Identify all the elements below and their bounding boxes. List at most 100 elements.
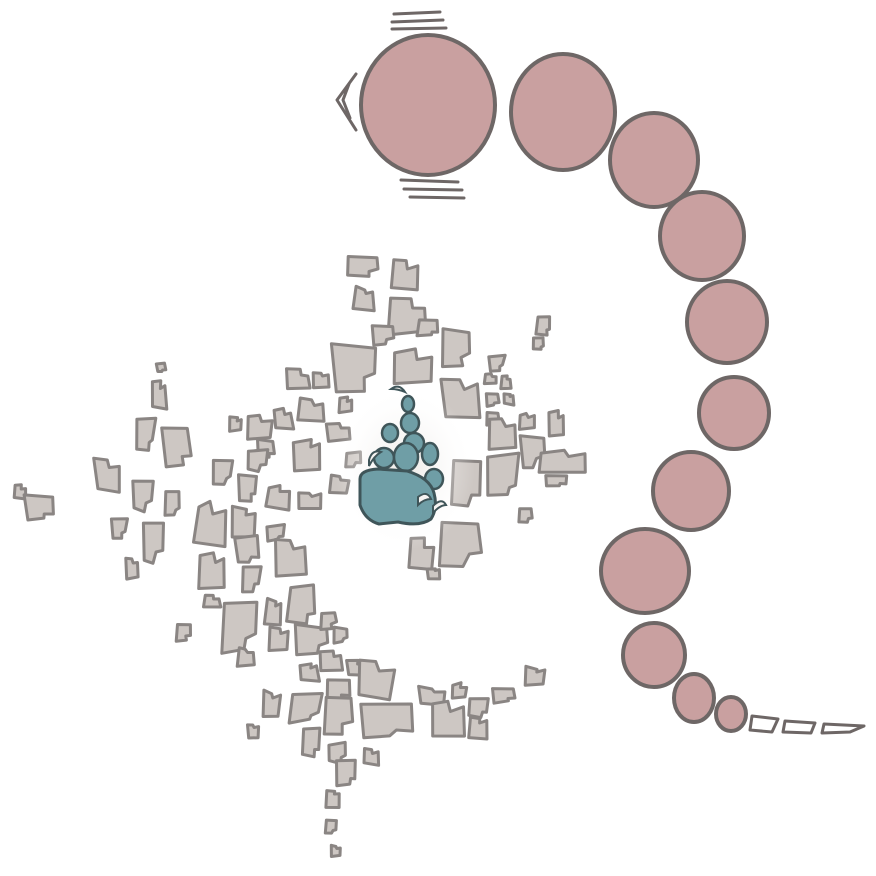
stone-tile	[362, 747, 381, 767]
stone-tile	[544, 474, 569, 488]
paw-print-icon[interactable]	[335, 385, 475, 550]
stone-tile	[319, 611, 339, 631]
stone-tile	[265, 523, 286, 543]
stone-tile	[322, 695, 355, 736]
stone-field	[12, 255, 587, 858]
stone-tile	[547, 409, 565, 438]
head-arrow-left	[335, 72, 358, 132]
worm-segment	[714, 695, 748, 733]
worm-segment	[621, 621, 687, 689]
paw-toe	[380, 422, 400, 444]
stone-tile	[523, 664, 547, 687]
stone-tile	[237, 473, 258, 503]
stone-tile	[499, 374, 513, 391]
stone-tile	[135, 416, 158, 452]
stone-tile	[274, 538, 308, 578]
stone-tile	[246, 723, 261, 740]
stone-tile	[467, 697, 490, 720]
stone-tile	[246, 413, 274, 441]
stone-tile	[437, 520, 483, 568]
stone-tile	[531, 336, 545, 351]
stone-tile	[482, 372, 498, 386]
stone-tile	[211, 458, 235, 486]
stone-tile	[291, 438, 322, 473]
stone-tile	[335, 758, 357, 788]
worm-tail-tip	[781, 719, 817, 735]
stone-tile	[534, 315, 552, 337]
stone-tile	[491, 687, 517, 705]
worm-tail-tip	[748, 714, 780, 734]
worm-head	[359, 33, 497, 177]
stone-tile	[287, 692, 324, 725]
stone-tile	[324, 789, 341, 809]
stone-tile	[154, 361, 168, 373]
stone-tile	[370, 324, 396, 347]
stone-tile	[484, 392, 501, 408]
stone-tile	[431, 699, 466, 738]
stone-tile	[235, 646, 256, 668]
stone-tile	[337, 395, 354, 415]
stone-tile	[246, 448, 270, 474]
stone-tile	[272, 406, 296, 431]
paw-claw	[368, 450, 384, 467]
stone-tile	[311, 371, 331, 390]
stone-tile	[425, 567, 442, 581]
stone-tile	[202, 593, 223, 609]
worm-creature	[335, 10, 866, 735]
stone-tile	[486, 451, 521, 497]
worm-segment	[509, 52, 617, 172]
stone-tile	[160, 426, 193, 469]
stone-tile	[417, 684, 447, 707]
stone-tile	[92, 456, 121, 494]
stone-tile	[163, 490, 181, 517]
stone-tile	[141, 521, 165, 565]
stone-tile	[261, 688, 283, 718]
stone-tile	[131, 479, 155, 514]
stone-tile	[537, 448, 587, 474]
stone-tile	[192, 499, 228, 549]
stone-tile	[285, 583, 317, 626]
stone-tile	[109, 517, 129, 540]
stone-tile	[220, 600, 259, 655]
worm-segment	[599, 527, 691, 615]
stone-tile	[22, 493, 55, 522]
stone-tile	[197, 551, 226, 590]
paw-claw	[417, 493, 433, 508]
stone-tile	[297, 491, 323, 510]
stone-tile	[228, 415, 243, 433]
stone-tile	[518, 434, 547, 470]
stone-tile	[357, 658, 397, 702]
stone-tile	[262, 596, 283, 627]
worm-segment	[672, 672, 716, 724]
stone-tile	[300, 726, 322, 759]
stone-tile	[329, 342, 378, 394]
stone-tile	[389, 258, 420, 292]
stone-tile	[332, 625, 349, 645]
paw-claw	[387, 385, 408, 395]
stone-tile	[487, 417, 518, 451]
head-arrow-bottom	[399, 178, 466, 200]
paw-claw	[432, 500, 448, 516]
stone-tile	[392, 347, 434, 386]
stone-tile	[124, 556, 140, 581]
stone-tile	[359, 702, 415, 740]
worm-segment	[651, 450, 731, 532]
stone-tile	[233, 534, 261, 564]
stone-tile	[230, 504, 257, 539]
stone-tile	[346, 255, 380, 278]
stone-tile	[517, 411, 536, 431]
stone-tile	[487, 353, 507, 373]
worm-segment	[608, 111, 700, 209]
stone-tile	[150, 379, 169, 411]
stone-tile	[267, 625, 290, 652]
stone-tile	[441, 327, 472, 369]
stone-tile	[298, 662, 321, 683]
stone-tile	[517, 507, 534, 524]
worm-segment	[697, 375, 771, 451]
stone-tile	[329, 843, 342, 858]
stone-tile	[174, 623, 192, 643]
paw-toe	[399, 411, 421, 435]
paw-toe	[392, 441, 420, 473]
stone-tile	[241, 565, 263, 594]
